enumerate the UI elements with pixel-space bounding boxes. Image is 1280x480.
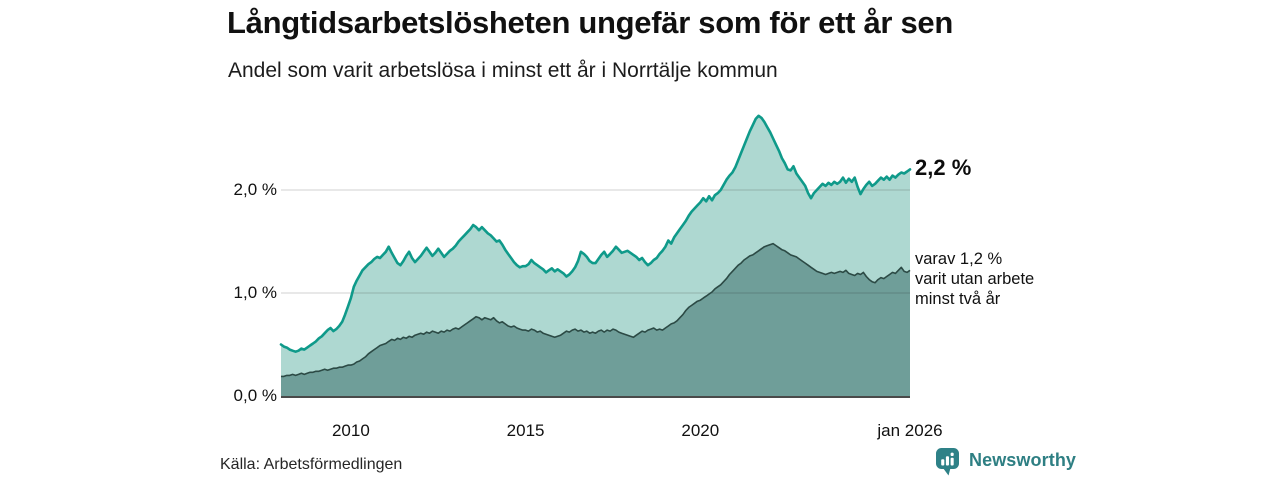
newsworthy-bubble-icon: [936, 448, 959, 476]
subset-line: [281, 242, 911, 378]
sub-annotation-line-1: varav 1,2 %: [915, 250, 1003, 268]
sub-series-annotation: varav 1,2 % varit utan arbete minst två …: [915, 249, 1034, 309]
x-tick-label: 2015: [506, 421, 545, 440]
sub-annotation-line-3: minst två år: [915, 290, 1001, 308]
x-tick-label: 2020: [681, 421, 720, 440]
newsworthy-wordmark: Newsworthy: [969, 449, 1077, 470]
y-tick-label: 0,0 %: [233, 386, 277, 405]
y-tick-label: 2,0 %: [233, 180, 277, 199]
x-tick-label: 2010: [331, 421, 370, 440]
x-tick-label: jan 2026: [877, 421, 943, 440]
total-line: [279, 114, 912, 353]
chart-subtitle: Andel som varit arbetslösa i minst ett å…: [228, 59, 778, 82]
y-tick-label: 1,0 %: [233, 283, 277, 302]
source-credit: Källa: Arbetsförmedlingen: [220, 456, 403, 473]
sub-annotation-line-2: varit utan arbete: [915, 270, 1035, 288]
newsworthy-logo: Newsworthy: [935, 447, 1076, 477]
area-subset-fill: [281, 243, 910, 396]
page-title: Långtidsarbetslösheten ungefär som för e…: [227, 5, 954, 40]
latest-value-label: 2,2 %: [915, 155, 972, 180]
